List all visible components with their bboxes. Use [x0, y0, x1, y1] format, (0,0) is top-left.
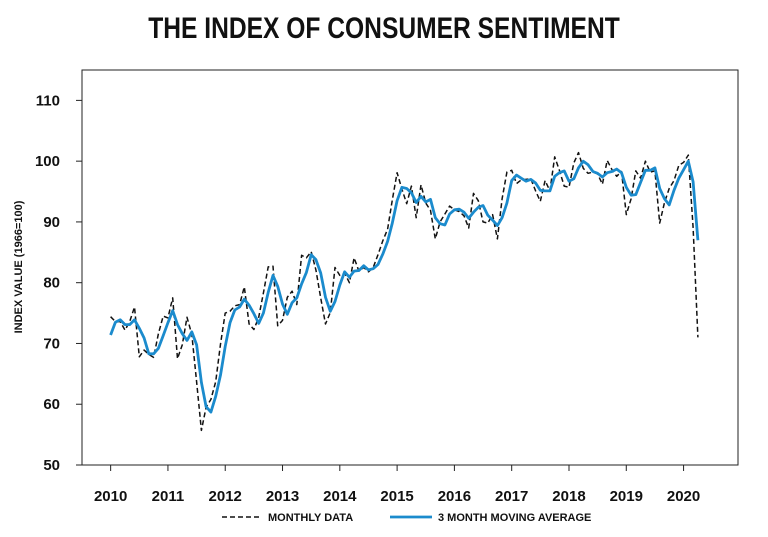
y-axis: 50 60 70 80 90 100 110: [35, 92, 82, 474]
y-tick-label: 110: [36, 92, 60, 109]
x-tick-label: 2011: [152, 488, 185, 505]
y-tick-label: 90: [43, 214, 60, 231]
y-tick-label: 100: [35, 153, 60, 170]
plot-area-frame: [81, 69, 739, 466]
series-line-monthly: [110, 151, 699, 432]
y-tick-label: 70: [43, 335, 60, 352]
legend-monthly-label: MONTHLY DATA: [268, 512, 353, 524]
series-line-moving-average: [109, 159, 700, 414]
x-tick-label: 2014: [323, 488, 357, 505]
y-tick-label: 50: [43, 457, 60, 474]
legend: MONTHLY DATA 3 MONTH MOVING AVERAGE: [222, 512, 591, 524]
x-tick-label: 2010: [94, 488, 127, 505]
x-axis: 2010 2011 2012 2013 2014 2015 2016 2017 2018 2019…: [94, 465, 700, 505]
y-axis-title: INDEX VALUE (1966=100): [13, 200, 25, 333]
x-tick-label: 2019: [610, 488, 643, 505]
x-tick-label: 2015: [380, 488, 413, 505]
chart-title: THE INDEX OF CONSUMER SENTIMENT: [148, 12, 620, 45]
x-tick-label: 2013: [266, 488, 299, 505]
x-tick-label: 2012: [209, 488, 242, 505]
x-tick-label: 2016: [438, 488, 471, 505]
x-tick-label: 2020: [667, 488, 700, 505]
series-layer: [109, 151, 700, 432]
y-tick-label: 60: [43, 396, 60, 413]
legend-average-label: 3 MONTH MOVING AVERAGE: [438, 512, 591, 524]
y-tick-label: 80: [43, 275, 60, 292]
x-tick-label: 2018: [552, 488, 585, 505]
x-tick-label: 2017: [495, 488, 528, 505]
